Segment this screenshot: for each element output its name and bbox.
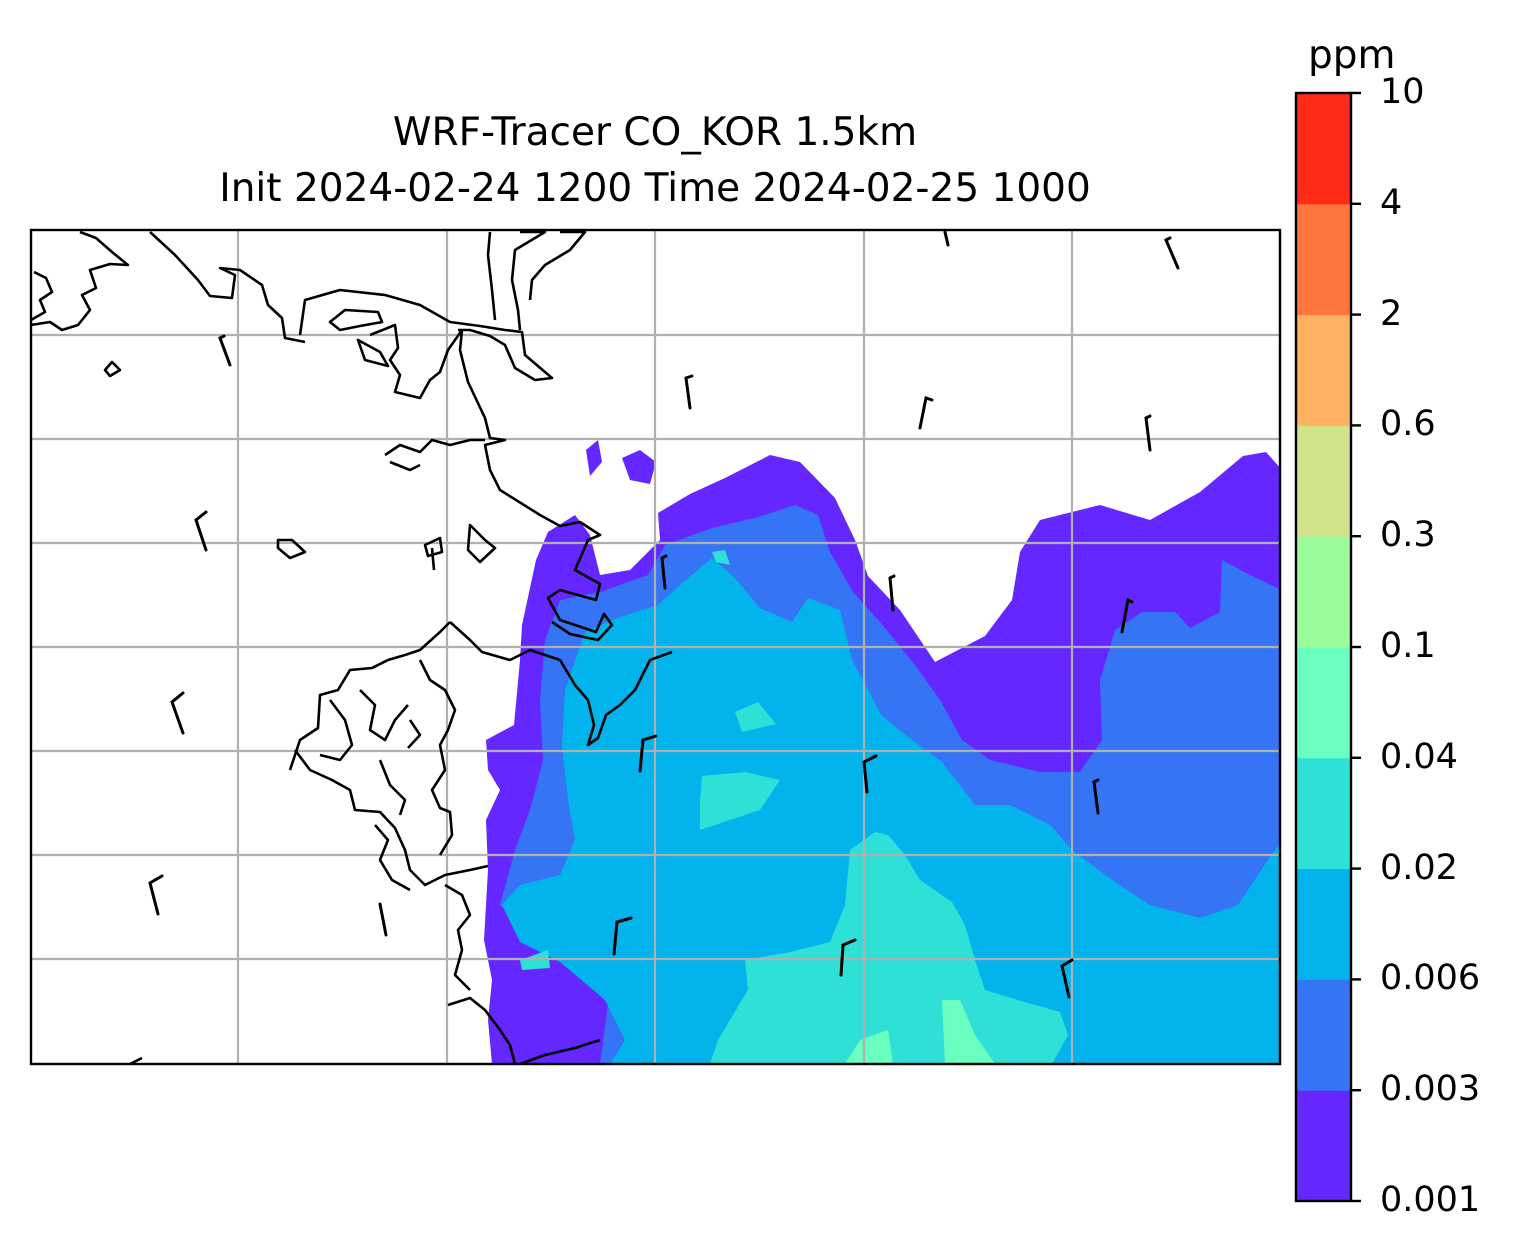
colorbar-band [1296, 536, 1351, 648]
wind-barb [943, 230, 950, 247]
colorbar-tick-label: 0.04 [1380, 736, 1458, 777]
colorbar-tick-label: 0.3 [1380, 515, 1436, 556]
colorbar-band [1296, 647, 1351, 759]
colorbar-band [1296, 425, 1351, 537]
wind-barb [862, 754, 878, 794]
colorbar-band [1296, 1090, 1351, 1202]
map-subtitle: Init 2024-02-24 1200 Time 2024-02-25 100… [219, 166, 1091, 211]
concentration-fields [484, 440, 1280, 1064]
wind-barb [1060, 958, 1074, 999]
map-frame [29, 228, 1282, 1066]
colorbar-tick-label: 0.6 [1380, 404, 1436, 445]
wind-barb [660, 554, 668, 590]
colorbar-band [1296, 979, 1351, 1091]
wind-barb [170, 691, 185, 735]
colorbar-unit-label: ppm [1308, 33, 1396, 78]
wind-barb [1092, 778, 1100, 815]
colorbar-tick-label: 2 [1380, 293, 1403, 334]
contour-level-3 [710, 832, 1068, 1064]
gridlines [31, 230, 1280, 1064]
colorbar-tick-label: 0.003 [1380, 1069, 1481, 1110]
wind-barb [684, 374, 694, 410]
wind-barb [839, 938, 857, 977]
colorbar-band [1296, 203, 1351, 316]
wind-barb [1120, 597, 1134, 634]
wind-barb [218, 334, 232, 367]
colorbar-tick-label: 0.006 [1380, 958, 1481, 999]
map-title: WRF-Tracer CO_KOR 1.5km [392, 110, 918, 155]
contour-level-2 [502, 558, 1280, 1064]
colorbar-band [1296, 868, 1351, 980]
colorbar-band [1296, 93, 1351, 205]
colorbar-band [1296, 757, 1351, 870]
colorbar-band [1296, 314, 1351, 426]
colorbar-tick-label: 0.1 [1380, 626, 1436, 666]
colorbar-tick-label: 0.001 [1380, 1180, 1481, 1220]
wind-barbs [148, 230, 1180, 999]
wind-barb [1164, 236, 1180, 270]
colorbar-tick-label: 4 [1380, 182, 1403, 223]
wind-barb [1144, 414, 1152, 452]
colorbar-tick-label: 10 [1380, 72, 1425, 112]
wind-barb [194, 510, 208, 552]
contour-level-4 [845, 1030, 893, 1064]
wind-barb [918, 396, 934, 430]
colorbar [1294, 91, 1361, 1203]
colorbar-tick-label: 0.02 [1380, 847, 1458, 888]
wind-barb [148, 874, 164, 916]
wind-barb [888, 574, 896, 612]
wind-barb [612, 916, 633, 956]
coastlines [31, 230, 673, 1064]
wind-barb [378, 902, 388, 937]
wind-barb [638, 734, 658, 773]
